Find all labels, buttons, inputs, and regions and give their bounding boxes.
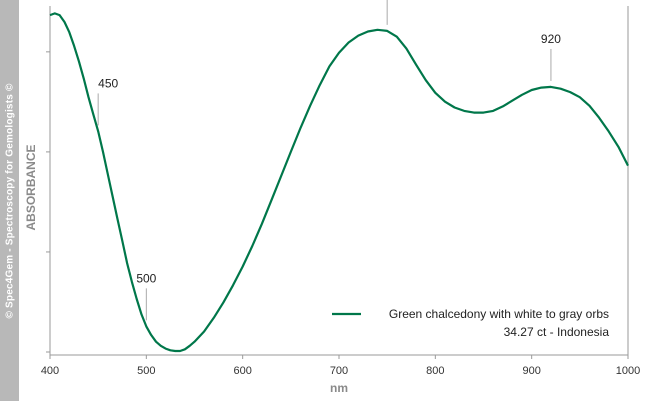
peak-label-500: 500 bbox=[136, 271, 156, 285]
x-tick-label: 900 bbox=[522, 365, 540, 377]
peak-label-450: 450 bbox=[98, 76, 118, 90]
legend-subtitle: 34.27 ct - Indonesia bbox=[504, 325, 610, 339]
x-tick-label: 800 bbox=[426, 365, 444, 377]
y-ticks bbox=[46, 51, 50, 353]
legend-series-name: Green chalcedony with white to gray orbs bbox=[389, 307, 609, 321]
x-tick-label: 1000 bbox=[616, 365, 640, 377]
x-tick-label: 400 bbox=[41, 365, 59, 377]
x-tick-label: 500 bbox=[137, 365, 155, 377]
peak-label-920: 920 bbox=[541, 32, 561, 46]
x-ticks: 400 500 600 700 800 900 1000 bbox=[41, 355, 640, 377]
x-axis-label: nm bbox=[330, 381, 348, 395]
watermark-bar: © Spec4Gem - Spectroscopy for Gemologist… bbox=[0, 0, 19, 401]
legend: Green chalcedony with white to gray orbs… bbox=[332, 307, 609, 339]
series-line bbox=[49, 12, 629, 353]
peak-annotations: 450500750920 bbox=[97, 0, 561, 321]
x-tick-label: 700 bbox=[330, 365, 348, 377]
x-tick-label: 600 bbox=[233, 365, 251, 377]
y-axis-label: ABSORBANCE bbox=[24, 144, 38, 230]
